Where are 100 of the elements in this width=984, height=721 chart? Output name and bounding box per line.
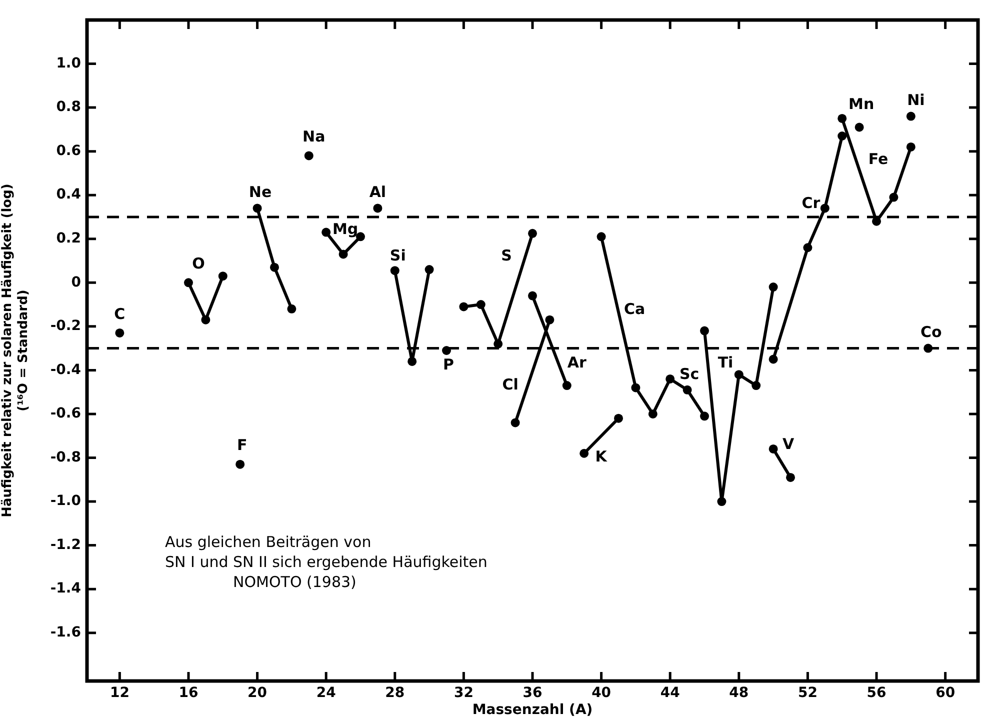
annotation: Ca [624, 300, 646, 318]
x-tick-label: 20 [248, 685, 268, 702]
annotation: Aus gleichen Beiträgen von SN I und SN II sich ergebende Häufigkeiten NOMOTO (1983) [165, 532, 488, 592]
point [614, 414, 624, 423]
y-tick-label: -0.8 [50, 449, 81, 466]
x-tick-label: 36 [522, 685, 542, 702]
annotation: Sc [679, 364, 700, 383]
annotation: Mg [332, 220, 358, 238]
point [631, 383, 640, 392]
annotation: C [114, 304, 126, 323]
annotation: P [442, 355, 454, 374]
x-tick-label: 44 [660, 685, 680, 702]
point [666, 374, 675, 384]
annotation: Co [920, 323, 942, 342]
point [494, 339, 503, 348]
point [218, 272, 228, 281]
annotation: Na [302, 128, 326, 146]
annotation: Ti [718, 354, 734, 372]
point [338, 250, 348, 259]
point [356, 232, 365, 242]
point [115, 328, 124, 338]
point [373, 204, 382, 213]
point [442, 346, 451, 355]
point [528, 228, 537, 238]
x-tick-label: 16 [178, 685, 198, 702]
x-tick-label: 12 [110, 685, 130, 702]
x-tick-label: 24 [316, 685, 336, 702]
point [752, 381, 761, 390]
point [889, 192, 898, 202]
annotation: Ar [567, 353, 588, 372]
point [236, 460, 245, 469]
point [717, 497, 726, 506]
point [252, 204, 262, 213]
x-tick-label: 56 [866, 685, 886, 702]
annotation: Al [369, 183, 386, 202]
point [838, 132, 847, 141]
annotation: Ne [248, 183, 272, 202]
point [820, 204, 830, 213]
annotation: Cr [802, 194, 821, 212]
point [270, 262, 279, 272]
point [768, 444, 778, 454]
y-tick-label: -0.2 [50, 318, 81, 334]
x-tick-label: 32 [454, 685, 474, 702]
point [906, 142, 916, 152]
point [424, 265, 434, 274]
annotation: V [782, 434, 795, 453]
point [528, 291, 537, 300]
point [390, 266, 400, 276]
point [768, 282, 778, 292]
annotation: Si [390, 246, 406, 264]
annotation: F [236, 436, 248, 454]
point [510, 418, 520, 428]
y-tick-label: 1.0 [56, 55, 82, 72]
y-tick-label: 0.4 [56, 186, 82, 203]
x-tick-label: 28 [385, 685, 405, 702]
point [906, 112, 916, 121]
point [287, 304, 296, 314]
annotation: Fe [868, 150, 888, 168]
point [596, 232, 606, 242]
point [459, 302, 468, 312]
annotation: K [595, 447, 608, 466]
y-tick-label: -1.2 [50, 536, 81, 553]
y-tick-label: 0.8 [56, 99, 81, 116]
point [838, 114, 847, 123]
point [201, 315, 210, 324]
x-axis-title: Massenzahl (A) [472, 702, 593, 718]
y-tick-label: 0.6 [56, 142, 81, 159]
annotation: Cl [502, 376, 518, 394]
point [322, 228, 331, 237]
y-tick-label: 0.2 [56, 230, 81, 247]
point [648, 409, 658, 418]
point [700, 412, 710, 421]
point [408, 356, 417, 366]
point [304, 151, 314, 160]
annotation: Ni [907, 91, 925, 110]
y-tick-label: -0.6 [50, 406, 81, 422]
point [768, 354, 778, 364]
point [734, 370, 744, 380]
point [786, 472, 796, 482]
y-tick-label: -0.4 [50, 362, 82, 378]
y-tick-label: 0 [71, 274, 82, 290]
annotation: Mn [848, 95, 874, 114]
x-tick-label: 60 [936, 685, 956, 702]
x-tick-label: 48 [729, 685, 749, 702]
point [700, 326, 710, 336]
x-tick-label: 52 [798, 685, 818, 702]
y-tick-label: -1.6 [50, 624, 81, 640]
point [562, 381, 572, 390]
point [924, 344, 933, 353]
annotation: O [192, 254, 205, 273]
point [803, 243, 812, 252]
point [854, 122, 864, 132]
y-axis-title: Häufigkeit relativ zur solaren Häufigkeit (log) (¹⁶O = Standard) [0, 184, 31, 518]
point [580, 448, 589, 458]
y-tick-label: -1.4 [50, 580, 82, 597]
point [545, 315, 554, 324]
point [476, 300, 486, 310]
y-tick-label: -1.0 [50, 493, 82, 510]
point [682, 385, 692, 394]
point [184, 278, 193, 288]
